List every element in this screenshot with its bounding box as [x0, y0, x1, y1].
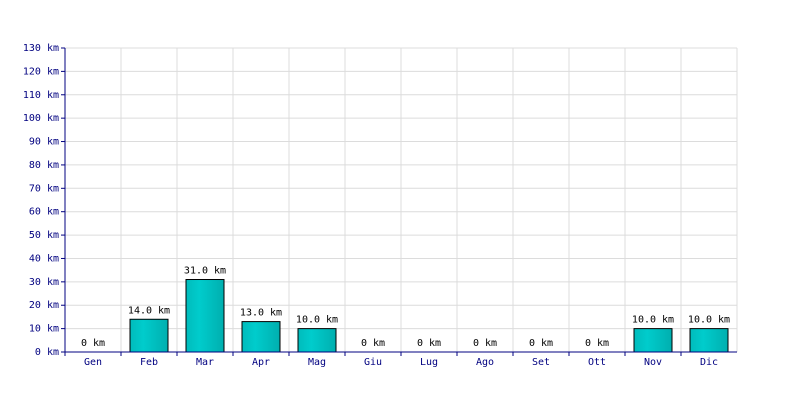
- x-tick-label: Ago: [476, 357, 494, 368]
- y-tick-label: 120 km: [23, 66, 59, 77]
- value-label: 10.0 km: [632, 315, 674, 326]
- value-label: 31.0 km: [184, 266, 226, 277]
- x-tick-label: Set: [532, 357, 550, 368]
- value-label: 0 km: [585, 338, 609, 349]
- y-tick-label: 30 km: [29, 277, 59, 288]
- bar: [129, 318, 169, 353]
- bar: [633, 328, 673, 353]
- value-label: 0 km: [81, 338, 105, 349]
- x-tick-label: Feb: [140, 357, 158, 368]
- y-tick-label: 50 km: [29, 230, 59, 241]
- x-tick-label: Gen: [84, 357, 102, 368]
- y-tick-label: 90 km: [29, 137, 59, 148]
- x-tick-label: Mar: [196, 357, 214, 368]
- bar: [689, 328, 729, 353]
- value-label: 10.0 km: [296, 315, 338, 326]
- x-tick-label: Mag: [308, 357, 326, 368]
- y-tick-label: 0 km: [35, 347, 59, 358]
- x-tick-label: Nov: [644, 357, 662, 368]
- x-tick-label: Ott: [588, 357, 606, 368]
- value-label: 13.0 km: [240, 308, 282, 319]
- value-label: 0 km: [473, 338, 497, 349]
- y-tick-label: 100 km: [23, 113, 59, 124]
- x-tick-label: Dic: [700, 357, 718, 368]
- x-tick-label: Giu: [364, 357, 382, 368]
- y-tick-label: 10 km: [29, 324, 59, 335]
- bar: [297, 328, 337, 353]
- y-tick-label: 110 km: [23, 90, 59, 101]
- value-label: 0 km: [529, 338, 553, 349]
- y-tick-label: 60 km: [29, 207, 59, 218]
- value-label: 0 km: [417, 338, 441, 349]
- x-tick-label: Apr: [252, 357, 270, 368]
- value-label: 10.0 km: [688, 315, 730, 326]
- y-tick-label: 20 km: [29, 300, 59, 311]
- bar: [185, 279, 225, 353]
- y-tick-label: 130 km: [23, 43, 59, 54]
- value-label: 0 km: [361, 338, 385, 349]
- y-tick-label: 80 km: [29, 160, 59, 171]
- bar: [241, 321, 281, 353]
- value-label: 14.0 km: [128, 305, 170, 316]
- y-tick-label: 70 km: [29, 183, 59, 194]
- y-tick-label: 40 km: [29, 253, 59, 264]
- x-tick-label: Lug: [420, 357, 438, 368]
